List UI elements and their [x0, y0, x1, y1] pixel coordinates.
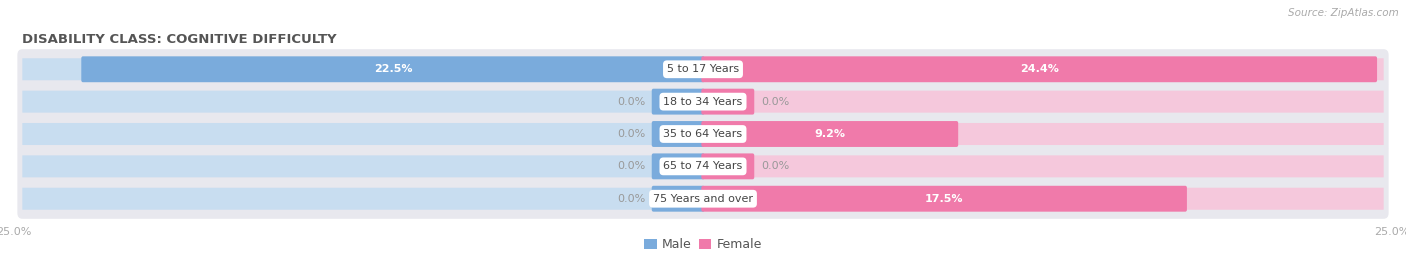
FancyBboxPatch shape	[22, 155, 703, 177]
Text: 0.0%: 0.0%	[617, 129, 645, 139]
Text: 0.0%: 0.0%	[617, 97, 645, 107]
FancyBboxPatch shape	[703, 123, 1384, 145]
FancyBboxPatch shape	[703, 58, 1384, 80]
Text: 0.0%: 0.0%	[617, 194, 645, 204]
FancyBboxPatch shape	[17, 179, 1389, 219]
FancyBboxPatch shape	[652, 186, 704, 212]
Text: 17.5%: 17.5%	[925, 194, 963, 204]
Text: 75 Years and over: 75 Years and over	[652, 194, 754, 204]
FancyBboxPatch shape	[82, 56, 704, 82]
FancyBboxPatch shape	[22, 58, 703, 80]
FancyBboxPatch shape	[652, 121, 704, 147]
FancyBboxPatch shape	[652, 153, 704, 179]
Text: 0.0%: 0.0%	[761, 97, 789, 107]
FancyBboxPatch shape	[17, 49, 1389, 89]
Text: Source: ZipAtlas.com: Source: ZipAtlas.com	[1288, 8, 1399, 18]
Text: 0.0%: 0.0%	[761, 161, 789, 171]
FancyBboxPatch shape	[702, 56, 1376, 82]
FancyBboxPatch shape	[17, 114, 1389, 154]
Text: 5 to 17 Years: 5 to 17 Years	[666, 64, 740, 74]
FancyBboxPatch shape	[703, 155, 1384, 177]
FancyBboxPatch shape	[17, 146, 1389, 187]
Text: 35 to 64 Years: 35 to 64 Years	[664, 129, 742, 139]
FancyBboxPatch shape	[703, 188, 1384, 210]
Text: 24.4%: 24.4%	[1019, 64, 1059, 74]
Text: 18 to 34 Years: 18 to 34 Years	[664, 97, 742, 107]
Text: 65 to 74 Years: 65 to 74 Years	[664, 161, 742, 171]
Text: 0.0%: 0.0%	[617, 161, 645, 171]
FancyBboxPatch shape	[22, 123, 703, 145]
FancyBboxPatch shape	[702, 89, 754, 115]
FancyBboxPatch shape	[702, 186, 1187, 212]
FancyBboxPatch shape	[22, 188, 703, 210]
FancyBboxPatch shape	[702, 153, 754, 179]
FancyBboxPatch shape	[703, 91, 1384, 113]
Text: 9.2%: 9.2%	[814, 129, 845, 139]
FancyBboxPatch shape	[22, 91, 703, 113]
Legend: Male, Female: Male, Female	[640, 233, 766, 256]
FancyBboxPatch shape	[652, 89, 704, 115]
FancyBboxPatch shape	[17, 81, 1389, 122]
Text: DISABILITY CLASS: COGNITIVE DIFFICULTY: DISABILITY CLASS: COGNITIVE DIFFICULTY	[22, 33, 337, 46]
FancyBboxPatch shape	[702, 121, 957, 147]
Text: 22.5%: 22.5%	[374, 64, 412, 74]
